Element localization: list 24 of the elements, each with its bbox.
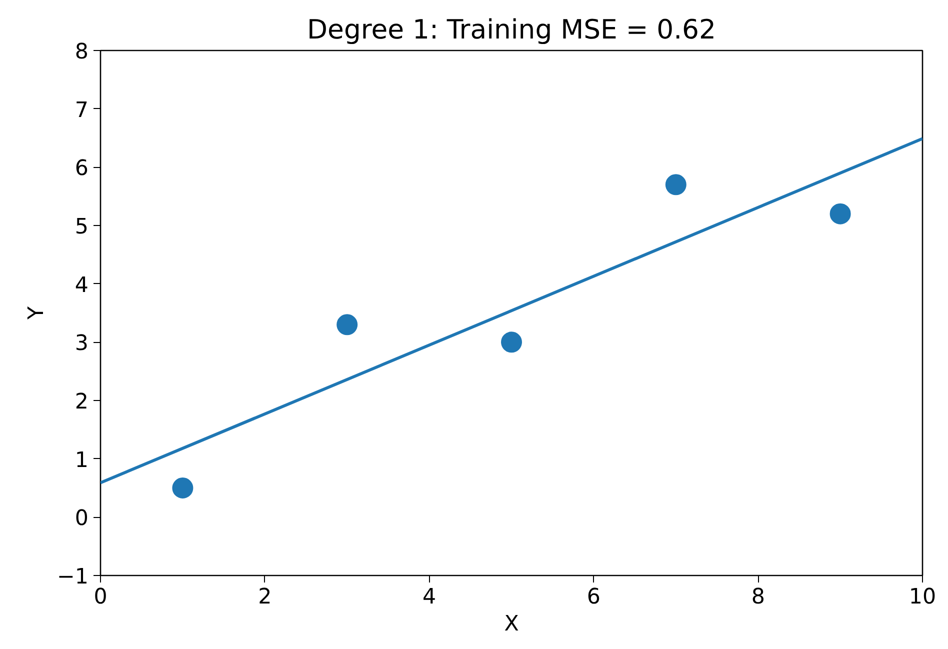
y-tick-label: 0 — [74, 506, 89, 532]
y-tick-label: 1 — [74, 448, 89, 473]
y-tick-label: 2 — [74, 390, 89, 414]
y-axis-title: Y — [24, 306, 50, 321]
x-axis-title: X — [504, 612, 519, 636]
y-tick-label: 6 — [74, 156, 89, 182]
point — [665, 174, 686, 196]
x-tick-label: 2 — [258, 584, 272, 610]
x-tick-label: 4 — [422, 584, 436, 610]
point — [336, 314, 358, 336]
point — [172, 478, 194, 498]
x-tick-label: 0 — [94, 584, 108, 610]
x-tick-label: 6 — [586, 584, 600, 610]
point — [830, 203, 851, 224]
x-tick-label: 8 — [751, 584, 765, 610]
y-tick-label: 8 — [74, 40, 89, 64]
y-tick-label: 5 — [74, 214, 89, 240]
y-tick-label: 3 — [74, 331, 89, 356]
y-tick-label: 7 — [74, 98, 89, 123]
x-tick-label: 10 — [908, 584, 936, 610]
y-tick-label: 4 — [74, 272, 89, 298]
chart-title: Degree 1: Training MSE = 0.62 — [307, 14, 716, 46]
point — [501, 332, 522, 353]
y-tick-label: −1 — [57, 564, 89, 590]
